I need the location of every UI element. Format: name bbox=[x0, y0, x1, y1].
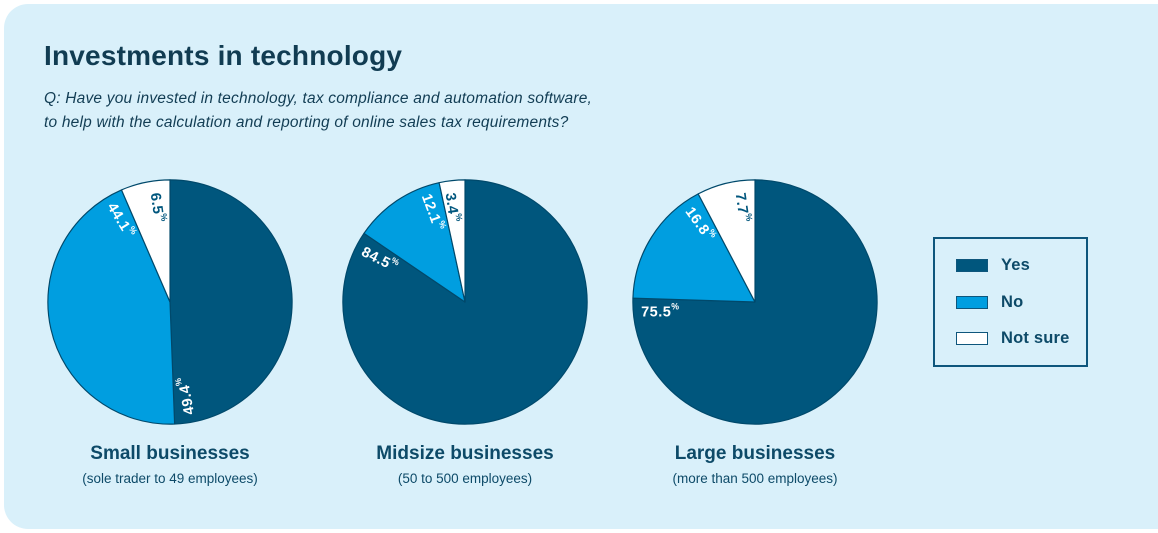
legend-swatch-yes bbox=[956, 259, 988, 273]
slice-value-label-not-sure: 6.5% bbox=[147, 191, 169, 223]
pie-caption-midsize: Midsize businesses bbox=[376, 443, 554, 464]
legend-item-yes: Yes bbox=[956, 256, 1086, 275]
page-title: Investments in technology bbox=[44, 40, 403, 71]
pie-slice-not-sure bbox=[120, 179, 171, 303]
legend-label-not-sure: Not sure bbox=[1001, 328, 1070, 347]
pie-slice-no bbox=[47, 189, 176, 425]
legend-label-no: No bbox=[1001, 292, 1024, 311]
survey-question-line1: Q: Have you invested in technology, tax … bbox=[44, 90, 593, 107]
pie-subcaption-midsize: (50 to 500 employees) bbox=[397, 471, 533, 486]
pie-subcaption-large: (more than 500 employees) bbox=[672, 471, 838, 486]
legend-item-not-sure: Not sure bbox=[956, 329, 1086, 348]
slice-value-label-yes: 75.5% bbox=[641, 302, 679, 320]
legend-item-no: No bbox=[956, 293, 1086, 312]
legend-swatch-no bbox=[956, 295, 988, 309]
legend: Yes No Not sure bbox=[933, 237, 1088, 367]
pie-chart-small-businesses: 49.4%44.1%6.5% bbox=[47, 179, 293, 425]
pie-chart-midsize-businesses: 84.5%12.1%3.4% bbox=[342, 179, 588, 425]
pie-slice-no bbox=[632, 193, 756, 303]
pie-slice-yes bbox=[169, 179, 293, 425]
pie-caption-large: Large businesses bbox=[674, 443, 836, 464]
pie-chart-large-businesses: 75.5%16.8%7.7% bbox=[632, 179, 878, 425]
legend-label-yes: Yes bbox=[1001, 256, 1031, 275]
slice-value-label-yes: 49.4% bbox=[173, 375, 198, 416]
pie-caption-small: Small businesses bbox=[90, 443, 250, 464]
slice-value-label-not-sure: 7.7% bbox=[732, 191, 754, 223]
slice-value-label-not-sure: 3.4% bbox=[442, 191, 464, 223]
pie-slice-no bbox=[363, 182, 466, 303]
pie-slice-not-sure bbox=[438, 179, 466, 303]
legend-swatch-not-sure bbox=[956, 331, 988, 345]
pie-slice-not-sure bbox=[697, 179, 756, 303]
survey-question-line2: to help with the calculation and reporti… bbox=[44, 114, 569, 131]
pie-subcaption-small: (sole trader to 49 employees) bbox=[82, 471, 258, 486]
